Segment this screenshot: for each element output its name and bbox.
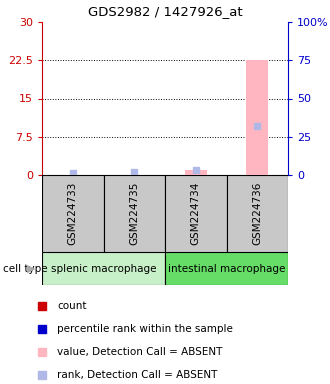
Bar <box>104 175 165 252</box>
Bar <box>42 175 104 252</box>
Text: rank, Detection Call = ABSENT: rank, Detection Call = ABSENT <box>57 370 217 380</box>
Text: GSM224734: GSM224734 <box>191 181 201 245</box>
Bar <box>165 252 288 285</box>
Text: value, Detection Call = ABSENT: value, Detection Call = ABSENT <box>57 347 222 357</box>
Text: ▶: ▶ <box>27 263 35 273</box>
Bar <box>42 252 165 285</box>
Text: percentile rank within the sample: percentile rank within the sample <box>57 324 233 334</box>
Bar <box>185 170 207 175</box>
Text: GDS2982 / 1427926_at: GDS2982 / 1427926_at <box>88 5 242 18</box>
Text: GSM224733: GSM224733 <box>68 181 78 245</box>
Bar <box>165 175 226 252</box>
Bar <box>226 175 288 252</box>
Text: splenic macrophage: splenic macrophage <box>51 263 156 273</box>
Text: cell type: cell type <box>3 263 48 273</box>
Text: intestinal macrophage: intestinal macrophage <box>168 263 285 273</box>
Text: GSM224735: GSM224735 <box>129 181 139 245</box>
Bar <box>247 60 268 175</box>
Text: GSM224736: GSM224736 <box>252 181 262 245</box>
Text: count: count <box>57 301 86 311</box>
